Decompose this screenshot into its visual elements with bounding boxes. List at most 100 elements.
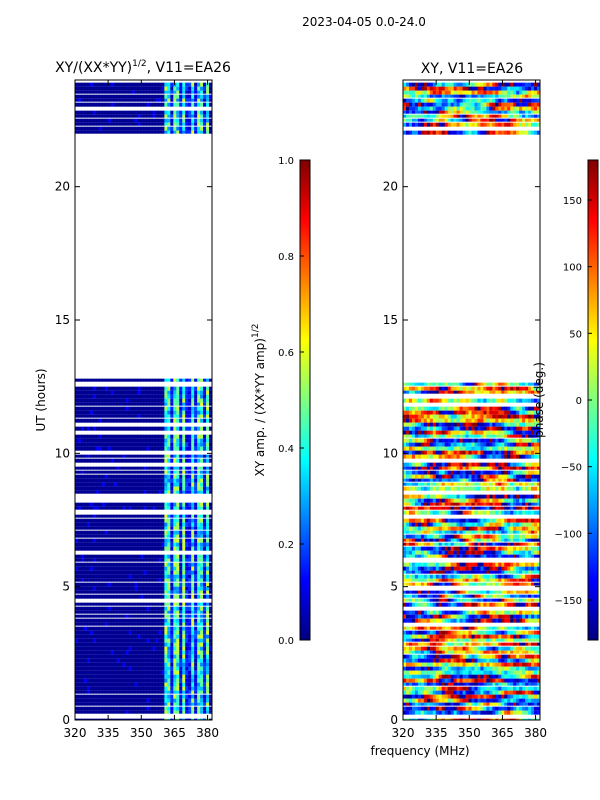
heatmap-cell xyxy=(176,678,180,683)
heatmap-cell xyxy=(149,434,154,439)
heatmap-cell xyxy=(137,114,142,118)
heatmap-cell xyxy=(75,658,79,663)
heatmap-cell xyxy=(110,434,115,439)
heatmap-cell xyxy=(408,454,413,459)
heatmap-cell xyxy=(426,418,431,423)
heatmap-cell xyxy=(537,462,540,467)
heatmap-cell xyxy=(164,482,168,487)
heatmap-cell xyxy=(77,646,82,651)
heatmap-cell xyxy=(179,482,183,487)
heatmap-cell xyxy=(203,578,207,582)
heatmap-cell xyxy=(495,382,499,386)
heatmap-cell xyxy=(176,662,180,667)
heatmap-cell xyxy=(104,406,109,411)
heatmap-cell xyxy=(110,670,115,675)
heatmap-cell xyxy=(75,642,79,647)
heatmap-cell xyxy=(137,406,142,411)
heatmap-cell xyxy=(155,530,159,535)
heatmap-cell xyxy=(167,630,171,635)
heatmap-cell xyxy=(173,406,177,411)
heatmap-cell xyxy=(152,694,157,699)
heatmap-cell xyxy=(137,614,142,618)
heatmap-cell xyxy=(131,506,136,510)
heatmap-cell xyxy=(206,602,210,606)
heatmap-cell xyxy=(122,618,127,623)
heatmap-cell xyxy=(134,526,139,530)
heatmap-cell xyxy=(128,122,133,126)
heatmap-cell xyxy=(420,450,425,455)
heatmap-cell xyxy=(80,466,85,470)
heatmap-cell xyxy=(128,558,133,562)
heatmap-cell xyxy=(119,102,124,107)
heatmap-cell xyxy=(537,450,540,455)
heatmap-cell xyxy=(411,410,416,415)
heatmap-cell xyxy=(182,594,186,599)
heatmap-cell xyxy=(170,398,174,403)
heatmap-cell xyxy=(131,102,136,107)
heatmap-cell xyxy=(185,618,189,623)
heatmap-cell xyxy=(140,102,145,107)
heatmap-cell xyxy=(209,554,212,559)
heatmap-cell xyxy=(143,94,148,99)
heatmap-cell xyxy=(137,630,142,635)
heatmap-cell xyxy=(95,94,100,99)
heatmap-cell xyxy=(131,562,136,567)
heatmap-cell xyxy=(158,570,162,575)
heatmap-cell xyxy=(155,378,159,382)
heatmap-cell xyxy=(116,434,121,439)
heatmap-cell xyxy=(119,690,124,694)
heatmap-cell xyxy=(534,470,538,475)
heatmap-cell xyxy=(173,642,177,647)
heatmap-cell xyxy=(155,654,159,659)
heatmap-cell xyxy=(131,698,136,703)
heatmap-cell xyxy=(197,578,201,582)
heatmap-cell xyxy=(510,406,514,411)
heatmap-cell xyxy=(531,438,535,443)
heatmap-cell xyxy=(179,686,183,691)
heatmap-cell xyxy=(513,426,517,431)
heatmap-cell xyxy=(86,582,91,587)
heatmap-cell xyxy=(98,578,103,582)
heatmap-cell xyxy=(167,434,171,439)
heatmap-cell xyxy=(134,570,139,575)
heatmap-cell xyxy=(167,658,171,663)
heatmap-cell xyxy=(119,458,124,463)
heatmap-cell xyxy=(80,522,85,527)
heatmap-cell xyxy=(429,418,434,423)
heatmap-cell xyxy=(188,610,192,614)
heatmap-cell xyxy=(405,454,410,459)
heatmap-cell xyxy=(170,558,174,562)
heatmap-cell xyxy=(435,434,440,438)
heatmap-cell xyxy=(116,506,121,510)
heatmap-cell xyxy=(83,122,88,126)
heatmap-cell xyxy=(134,710,139,714)
heatmap-cell xyxy=(110,606,115,611)
heatmap-cell xyxy=(110,690,115,694)
heatmap-cell xyxy=(75,638,79,643)
heatmap-cell xyxy=(417,410,422,415)
heatmap-cell xyxy=(197,394,201,399)
heatmap-cell xyxy=(113,674,118,679)
heatmap-cell xyxy=(161,702,165,706)
heatmap-cell xyxy=(188,86,192,91)
heatmap-cell xyxy=(161,482,165,487)
heatmap-cell xyxy=(77,570,82,575)
heatmap-cell xyxy=(200,390,204,395)
heatmap-cell xyxy=(158,438,162,443)
heatmap-cell xyxy=(113,662,118,667)
heatmap-cell xyxy=(122,502,127,507)
heatmap-cell xyxy=(149,122,154,126)
heatmap-cell xyxy=(137,662,142,667)
heatmap-cell xyxy=(125,86,130,91)
heatmap-cell xyxy=(188,518,192,523)
heatmap-cell xyxy=(477,442,482,447)
heatmap-cell xyxy=(86,130,91,134)
heatmap-cell xyxy=(83,702,88,706)
heatmap-cell xyxy=(450,470,455,475)
heatmap-cell xyxy=(420,386,425,391)
heatmap-cell xyxy=(191,394,195,399)
heatmap-cell xyxy=(483,398,487,403)
heatmap-cell xyxy=(104,698,109,703)
heatmap-cell xyxy=(450,406,455,411)
heatmap-cell xyxy=(164,654,168,659)
